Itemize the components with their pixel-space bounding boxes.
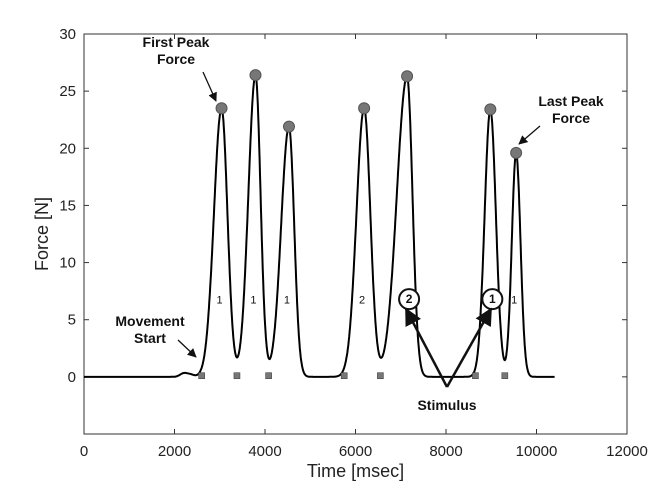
circled-label	[481, 288, 504, 311]
first-peak-annotation: First Peak Force	[143, 34, 210, 67]
y-tick-label: 15	[59, 197, 76, 214]
onset-marker	[340, 372, 348, 380]
x-tick-label: 12000	[606, 443, 648, 460]
stimulus-label: Stimulus	[417, 397, 476, 413]
movement-start-annotation-line: Start	[134, 330, 166, 346]
onset-marker	[233, 372, 241, 380]
force-line	[84, 73, 555, 378]
peak-marker	[249, 69, 262, 82]
y-tick-label: 0	[68, 369, 76, 386]
x-tick-label: 2000	[158, 443, 191, 460]
last-peak-annotation: Last Peak Force	[538, 93, 604, 126]
peak-type-label: 1	[511, 295, 517, 307]
peak-type-label: 1	[216, 295, 222, 307]
onset-marker	[472, 372, 479, 380]
stimulus-arrow-right	[445, 307, 493, 388]
y-tick-label: 20	[59, 140, 76, 157]
first-peak-annotation-line: First Peak	[143, 34, 210, 50]
y-tick-label: 30	[59, 26, 76, 43]
peak-marker	[510, 146, 523, 159]
peak-marker	[215, 102, 228, 115]
onset-marker	[265, 372, 272, 380]
peak-type-label: 1	[489, 292, 496, 306]
y-tick-label: 25	[59, 83, 76, 100]
x-tick-label: 8000	[429, 443, 462, 460]
first-peak-annotation-line: Force	[157, 51, 195, 67]
movement-start-annotation: Movement Start	[115, 313, 185, 346]
movement-start-annotation-line: Movement	[115, 313, 185, 329]
onset-marker	[377, 372, 384, 380]
axis-ticks: 0 2000 4000 6000 8000 10000 12000 0 5 10 15 20 25 30	[59, 26, 648, 460]
peak-type-label: 1	[250, 295, 256, 307]
last-peak-annotation-line: Force	[552, 110, 590, 126]
peak-type-label: 1	[284, 295, 290, 307]
force-curve	[84, 73, 555, 378]
y-tick-label: 10	[59, 255, 76, 272]
onset-marker	[501, 372, 509, 380]
last-peak-annotation-line: Last Peak	[538, 93, 604, 109]
onset-marker	[198, 372, 205, 380]
peak-marker	[484, 103, 497, 116]
peak-markers	[198, 69, 523, 380]
peak-type-label: 2	[406, 292, 413, 306]
y-axis-label: Force [N]	[32, 197, 52, 271]
peak-marker	[401, 70, 414, 83]
first-peak-arrow	[202, 71, 217, 102]
peak-type-label: 2	[359, 295, 365, 307]
stimulus-arrow-left	[404, 307, 449, 388]
x-tick-label: 10000	[516, 443, 558, 460]
x-axis-label: Time [msec]	[307, 461, 404, 481]
movement-start-arrow	[177, 339, 197, 358]
peak-marker	[282, 120, 295, 133]
peak-marker	[358, 102, 371, 115]
x-tick-label: 0	[80, 443, 88, 460]
last-peak-arrow	[518, 125, 541, 145]
x-tick-label: 4000	[248, 443, 281, 460]
x-tick-label: 6000	[339, 443, 372, 460]
y-tick-label: 5	[68, 312, 76, 329]
